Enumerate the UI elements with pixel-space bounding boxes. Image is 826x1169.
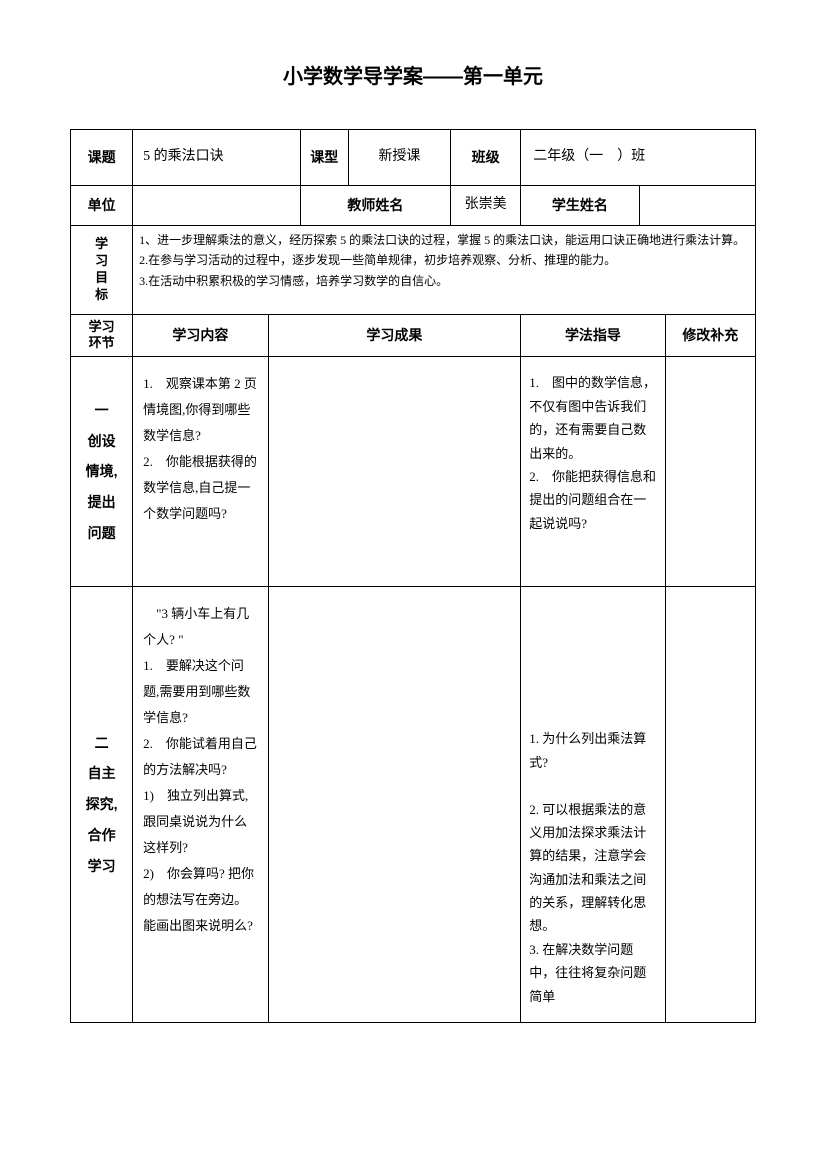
guide-header: 学法指导 bbox=[521, 314, 665, 357]
topic-value: 5 的乘法口诀 bbox=[133, 130, 300, 186]
section2-supplement bbox=[665, 587, 755, 1023]
supplement-header: 修改补充 bbox=[665, 314, 755, 357]
section1-supplement bbox=[665, 357, 755, 587]
table-row: 学习 环节 学习内容 学习成果 学法指导 修改补充 bbox=[71, 314, 756, 357]
section2-content: "3 辆小车上有几个人? " 1. 要解决这个问题,需要用到哪些数学信息? 2.… bbox=[133, 587, 268, 1023]
student-label: 学生姓名 bbox=[521, 186, 639, 226]
teacher-value: 张崇美 bbox=[451, 186, 521, 226]
objective-line: 1、进一步理解乘法的意义，经历探索 5 的乘法口诀的过程，掌握 5 的乘法口诀，… bbox=[139, 230, 749, 250]
section1-label: 一 创设 情境, 提出 问题 bbox=[71, 357, 133, 587]
class-label: 班级 bbox=[451, 130, 521, 186]
table-row: 单位 教师姓名 张崇美 学生姓名 bbox=[71, 186, 756, 226]
teacher-label: 教师姓名 bbox=[300, 186, 450, 226]
section1-content: 1. 观察课本第 2 页情境图,你得到哪些数学信息? 2. 你能根据获得的数学信… bbox=[133, 357, 268, 587]
stage-header: 学习 环节 bbox=[71, 314, 133, 357]
table-row: 课题 5 的乘法口诀 课型 新授课 班级 二年级（一 ）班 bbox=[71, 130, 756, 186]
type-value: 新授课 bbox=[348, 130, 450, 186]
page-title: 小学数学导学案——第一单元 bbox=[70, 60, 756, 89]
unit-label: 单位 bbox=[71, 186, 133, 226]
objectives-content: 1、进一步理解乘法的意义，经历探索 5 的乘法口诀的过程，掌握 5 的乘法口诀，… bbox=[133, 226, 756, 315]
result-header: 学习成果 bbox=[268, 314, 521, 357]
objectives-label: 学 习 目 标 bbox=[71, 226, 133, 315]
objective-line: 2.在参与学习活动的过程中，逐步发现一些简单规律，初步培养观察、分析、推理的能力… bbox=[139, 250, 749, 270]
topic-label: 课题 bbox=[71, 130, 133, 186]
table-row: 二 自主 探究, 合作 学习 "3 辆小车上有几个人? " 1. 要解决这个问题… bbox=[71, 587, 756, 1023]
section2-guide: 1. 为什么列出乘法算式? 2. 可以根据乘法的意义用加法探求乘法计算的结果，注… bbox=[521, 587, 665, 1023]
section1-result bbox=[268, 357, 521, 587]
table-row: 一 创设 情境, 提出 问题 1. 观察课本第 2 页情境图,你得到哪些数学信息… bbox=[71, 357, 756, 587]
unit-value bbox=[133, 186, 300, 226]
type-label: 课型 bbox=[300, 130, 348, 186]
table-row: 学 习 目 标 1、进一步理解乘法的意义，经历探索 5 的乘法口诀的过程，掌握 … bbox=[71, 226, 756, 315]
objective-line: 3.在活动中积累积极的学习情感，培养学习数学的自信心。 bbox=[139, 271, 749, 291]
class-value: 二年级（一 ）班 bbox=[521, 130, 756, 186]
section2-result bbox=[268, 587, 521, 1023]
lesson-plan-table: 课题 5 的乘法口诀 课型 新授课 班级 二年级（一 ）班 单位 教师姓名 张崇… bbox=[70, 129, 756, 1023]
section2-label: 二 自主 探究, 合作 学习 bbox=[71, 587, 133, 1023]
section1-guide: 1. 图中的数学信息，不仅有图中告诉我们的，还有需要自己数出来的。 2. 你能把… bbox=[521, 357, 665, 587]
content-header: 学习内容 bbox=[133, 314, 268, 357]
student-value bbox=[639, 186, 755, 226]
